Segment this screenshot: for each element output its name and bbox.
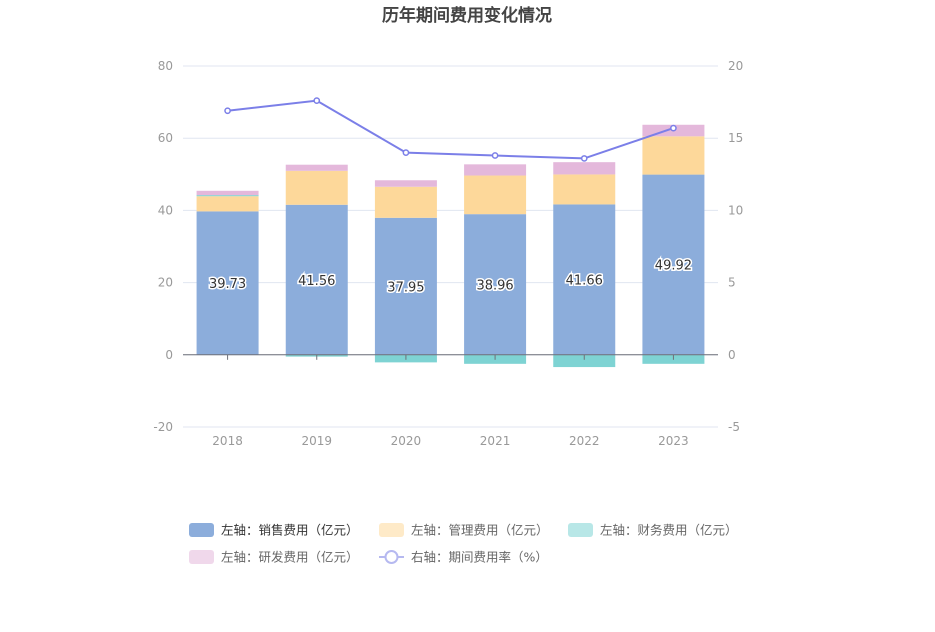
left-tick-label: 80 — [158, 59, 173, 73]
right-tick-label: 10 — [728, 203, 743, 217]
right-tick-label: 15 — [728, 131, 743, 145]
legend-swatch-3 — [189, 550, 214, 564]
bars — [196, 124, 705, 368]
bar-segment-0-2018 — [196, 211, 259, 355]
bar-segment-3-2018 — [196, 190, 259, 196]
bar-segment-2-2018 — [196, 195, 259, 197]
bar-segment-2-2022 — [553, 354, 616, 368]
right-tick-label: 20 — [728, 59, 743, 73]
legend-swatch-2 — [568, 523, 593, 537]
legend-label-2: 左轴：财务费用（亿元） — [600, 523, 738, 538]
right-tick-label: 5 — [728, 276, 736, 290]
bar-segment-1-2019 — [285, 170, 348, 205]
bar-value-label: 37.95 — [387, 280, 424, 295]
legend-label-0: 左轴：销售费用（亿元） — [221, 523, 359, 538]
bar-value-label: 41.56 — [298, 274, 335, 289]
left-axis: 80 60 40 20 0 -20 — [153, 59, 173, 434]
left-tick-label: 20 — [158, 276, 173, 290]
bar-segment-0-2020 — [374, 217, 437, 355]
legend-label-4: 右轴：期间费用率（%） — [411, 550, 548, 565]
left-tick-label: -20 — [153, 420, 173, 434]
bar-value-label: 49.92 — [655, 259, 692, 274]
x-tick-label: 2018 — [212, 434, 243, 448]
expense-rate-point-2018 — [224, 107, 231, 115]
expense-rate-point-2020 — [402, 149, 410, 156]
right-tick-label: -5 — [728, 420, 740, 434]
x-tick-label: 2023 — [658, 434, 689, 448]
x-tick-label: 2022 — [569, 434, 600, 448]
bar-segment-0-2021 — [464, 214, 527, 355]
left-tick-label: 60 — [158, 131, 173, 145]
bar-segment-1-2023 — [642, 136, 705, 175]
bar-segment-1-2020 — [374, 186, 437, 218]
bar-segment-1-2021 — [464, 175, 527, 215]
left-tick-label: 0 — [165, 348, 173, 362]
expense-rate-point-2023 — [670, 124, 677, 132]
legend-label-3: 左轴：研发费用（亿元） — [221, 550, 359, 565]
x-tick-label: 2020 — [391, 434, 422, 448]
bar-segment-3-2019 — [285, 164, 348, 171]
chart-title: 历年期间费用变化情况 — [382, 5, 552, 26]
x-tick-label: 2021 — [480, 434, 511, 448]
x-axis: 2018 2019 2020 2021 2022 2023 — [212, 354, 689, 448]
bar-segment-1-2018 — [196, 196, 259, 212]
bar-segment-1-2022 — [553, 174, 616, 205]
bar-segment-0-2023 — [642, 174, 705, 355]
legend-swatch-1 — [379, 523, 404, 537]
bar-value-label: 41.66 — [566, 274, 603, 289]
bar-segment-3-2022 — [553, 162, 616, 175]
legend-label-1: 左轴：管理费用（亿元） — [411, 523, 549, 538]
bar-labels: 39.73 41.56 37.95 38.96 41.66 49.92 — [207, 257, 693, 297]
bar-value-label: 39.73 — [209, 277, 246, 292]
left-tick-label: 40 — [158, 203, 173, 217]
expense-rate-point-2021 — [491, 152, 499, 159]
legend-swatch-marker — [384, 550, 399, 564]
bar-segment-0-2019 — [285, 204, 348, 355]
bar-segment-0-2022 — [553, 204, 616, 355]
expense-rate-point-2019 — [313, 97, 321, 105]
x-tick-label: 2019 — [301, 434, 332, 448]
expense-rate-point-2022 — [580, 155, 588, 162]
grid-lines — [183, 65, 718, 428]
line-series — [224, 97, 677, 162]
bar-segment-3-2021 — [464, 164, 527, 176]
expense-rate-line — [227, 99, 674, 160]
right-axis: 20 15 10 5 0 -5 — [728, 59, 743, 434]
legend-swatch-0 — [189, 523, 214, 537]
bar-segment-3-2020 — [374, 180, 437, 187]
legend: 左轴：销售费用（亿元） 左轴：管理费用（亿元） 左轴：财务费用（亿元） 左轴：研发费用… — [189, 523, 738, 565]
bar-value-label: 38.96 — [476, 278, 513, 293]
right-tick-label: 0 — [728, 348, 736, 362]
